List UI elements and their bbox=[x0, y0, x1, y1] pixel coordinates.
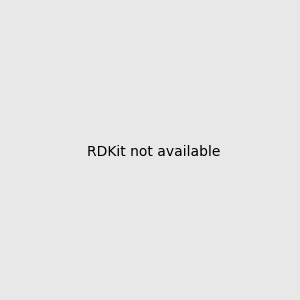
Text: RDKit not available: RDKit not available bbox=[87, 145, 220, 158]
